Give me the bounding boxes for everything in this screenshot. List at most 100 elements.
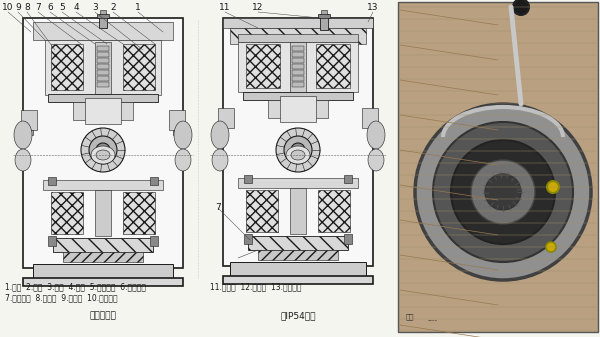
Circle shape — [89, 136, 117, 164]
Bar — [97, 46, 109, 51]
Bar — [97, 82, 109, 87]
Bar — [290, 42, 306, 94]
Circle shape — [513, 0, 529, 15]
Bar — [238, 34, 358, 42]
Ellipse shape — [91, 146, 115, 164]
Bar — [25, 130, 33, 135]
Circle shape — [291, 143, 305, 157]
Ellipse shape — [367, 121, 385, 149]
Bar — [344, 175, 352, 183]
Ellipse shape — [174, 121, 192, 149]
Bar — [246, 190, 278, 232]
Text: 1: 1 — [135, 3, 141, 12]
Bar — [169, 110, 185, 130]
Bar — [290, 188, 306, 234]
Text: 11.制动板  12.防尘套  13.密封法兰: 11.制动板 12.防尘套 13.密封法兰 — [210, 282, 302, 291]
Bar — [362, 108, 378, 128]
Bar — [248, 236, 348, 250]
Bar — [243, 92, 353, 100]
Bar — [95, 42, 111, 94]
Text: 8: 8 — [24, 3, 30, 12]
Bar — [73, 102, 133, 120]
Bar — [48, 236, 56, 246]
Bar — [150, 177, 158, 185]
Ellipse shape — [211, 121, 229, 149]
Bar — [33, 22, 173, 40]
Bar — [268, 100, 328, 118]
Circle shape — [485, 174, 521, 210]
Text: 电压: 电压 — [406, 314, 415, 320]
Bar — [320, 14, 328, 30]
Ellipse shape — [212, 149, 228, 171]
Text: （IP54型）: （IP54型） — [280, 311, 316, 320]
Circle shape — [471, 160, 535, 224]
Bar — [223, 276, 373, 284]
Text: 11: 11 — [219, 3, 231, 12]
Circle shape — [433, 122, 573, 262]
Ellipse shape — [286, 146, 310, 164]
Text: 3: 3 — [92, 3, 98, 12]
Bar — [51, 192, 83, 234]
Text: 2: 2 — [110, 3, 116, 12]
Circle shape — [547, 181, 559, 193]
Bar — [48, 177, 56, 185]
Bar — [97, 14, 109, 18]
Bar — [97, 70, 109, 75]
Bar — [53, 238, 153, 252]
Text: 1.磁轭  2.线圈  3.弹簧  4.衬铁  5.手动释放  6.空心螺栓: 1.磁轭 2.线圈 3.弹簧 4.衬铁 5.手动释放 6.空心螺栓 — [5, 282, 146, 291]
Bar — [292, 82, 304, 87]
Bar — [238, 178, 358, 188]
Ellipse shape — [175, 149, 191, 171]
Bar — [43, 180, 163, 190]
Bar — [23, 278, 183, 286]
Bar — [97, 52, 109, 57]
Bar — [223, 18, 373, 28]
Circle shape — [96, 143, 110, 157]
Bar — [292, 58, 304, 63]
Bar — [63, 252, 143, 262]
Ellipse shape — [368, 149, 384, 171]
Bar — [99, 14, 107, 28]
Bar — [123, 44, 155, 90]
Text: 10: 10 — [2, 3, 14, 12]
Bar — [123, 192, 155, 234]
Bar — [318, 190, 350, 232]
Bar — [292, 52, 304, 57]
Bar — [85, 98, 121, 124]
Text: ----: ---- — [428, 317, 438, 323]
Bar — [230, 262, 366, 276]
Bar — [292, 76, 304, 81]
Bar — [21, 110, 37, 130]
Circle shape — [451, 140, 555, 244]
Bar — [318, 14, 330, 18]
Text: 7.安装螺栓  8.制动盘  9.花键套  10.电机端盖: 7.安装螺栓 8.制动盘 9.花键套 10.电机端盖 — [5, 293, 118, 302]
Bar — [238, 42, 358, 92]
Circle shape — [276, 128, 320, 172]
Bar — [33, 264, 173, 278]
Text: （普通型）: （普通型） — [89, 311, 116, 320]
Bar — [244, 175, 252, 183]
Bar — [280, 96, 316, 122]
Bar — [246, 44, 280, 88]
Bar — [97, 76, 109, 81]
Bar — [223, 18, 373, 266]
Circle shape — [415, 104, 591, 280]
Bar — [258, 250, 338, 260]
Circle shape — [546, 242, 556, 252]
Bar — [95, 190, 111, 236]
Text: 6: 6 — [47, 3, 53, 12]
Ellipse shape — [96, 150, 110, 160]
Bar — [51, 44, 83, 90]
Circle shape — [81, 128, 125, 172]
Text: 13: 13 — [367, 3, 379, 12]
Bar — [292, 46, 304, 51]
Ellipse shape — [291, 150, 305, 160]
Bar — [321, 10, 327, 14]
Ellipse shape — [14, 121, 32, 149]
Circle shape — [284, 136, 312, 164]
Text: 12: 12 — [253, 3, 263, 12]
Bar — [45, 40, 161, 95]
Bar — [23, 18, 183, 268]
Bar — [292, 70, 304, 75]
Bar — [48, 94, 158, 102]
